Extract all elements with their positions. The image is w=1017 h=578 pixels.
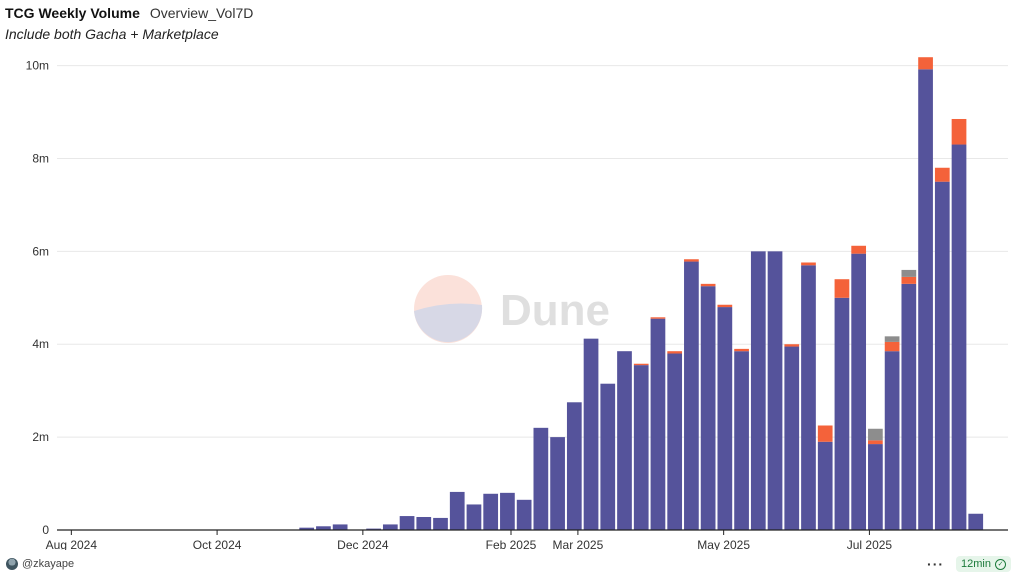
bar-segment-series-2[interactable] [650,317,666,319]
x-tick-label: Oct 2024 [193,538,242,550]
more-options-icon[interactable]: ··· [927,556,945,572]
bar-segment-series-1[interactable] [382,524,398,530]
dune-logo-shade [414,303,483,343]
bar-segment-series-1[interactable] [834,297,850,530]
bar-segment-series-1[interactable] [600,383,616,530]
bar-segment-series-1[interactable] [316,526,331,530]
bar-segment-series-2[interactable] [934,167,950,182]
bar-segment-series-1[interactable] [650,318,666,530]
y-tick-label: 0 [42,523,49,537]
bar-segment-series-1[interactable] [516,499,532,530]
bar-segment-series-1[interactable] [399,516,415,530]
chart-title: TCG Weekly Volume [5,5,140,21]
bar-segment-series-1[interactable] [416,516,432,530]
bar-segment-series-1[interactable] [750,251,766,530]
bar-segment-series-1[interactable] [550,437,565,530]
bar-segment-series-1[interactable] [817,441,833,530]
bar-segment-series-2[interactable] [868,440,883,445]
bar-segment-series-2[interactable] [901,276,917,284]
bar-chart: Dune 0 2m 4m 6m 8m 10m Aug 2024 Oct 2024 Dec 202… [26,57,1008,550]
bar-segment-series-2[interactable] [717,304,733,308]
bar-segment-series-3[interactable] [901,269,917,277]
chart-subtitle: Include both Gacha + Marketplace [5,26,219,42]
bar-segment-series-2[interactable] [700,283,716,287]
bar-segment-series-2[interactable] [817,425,833,442]
bar-segment-series-1[interactable] [466,504,482,530]
bar-segment-series-1[interactable] [934,181,950,531]
bar-segment-series-1[interactable] [801,265,816,530]
bar-segment-series-1[interactable] [918,69,933,531]
bar-segment-series-2[interactable] [633,363,649,366]
y-tick-label: 8m [32,151,49,165]
bar-segment-series-2[interactable] [834,279,850,298]
bar-segment-series-1[interactable] [566,402,582,530]
y-tick-label: 10m [26,59,49,73]
footer: @zkayape ··· 12min ✓ [0,550,1017,578]
bar-segment-series-1[interactable] [500,492,515,530]
author[interactable]: @zkayape [6,558,74,570]
x-tick-label: Mar 2025 [553,538,604,550]
bar-segment-series-2[interactable] [884,341,900,352]
bar-segment-series-1[interactable] [884,351,900,530]
x-tick-label: Jul 2025 [847,538,893,550]
bar-segment-series-3[interactable] [868,428,883,441]
bar-segment-series-1[interactable] [633,365,649,530]
bar-segment-series-2[interactable] [851,245,867,254]
bar-segment-series-1[interactable] [449,491,465,530]
bar-segment-series-2[interactable] [918,57,933,70]
author-name[interactable]: @zkayape [22,558,75,570]
bar-segment-series-1[interactable] [332,524,348,530]
dune-watermark: Dune [414,275,610,343]
bar-segment-series-2[interactable] [784,344,800,347]
bar-segment-series-1[interactable] [968,513,984,530]
bar-segment-series-1[interactable] [617,351,632,530]
dune-watermark-text: Dune [500,286,610,335]
y-tick-label: 4m [32,337,49,351]
bar-segment-series-1[interactable] [299,527,315,530]
bar-segment-series-2[interactable] [667,351,683,354]
bar-segment-series-1[interactable] [684,261,699,530]
bar-segment-series-1[interactable] [784,346,800,530]
bar-segment-series-2[interactable] [684,259,699,262]
bar-segment-series-1[interactable] [667,353,683,530]
bar-segment-series-1[interactable] [868,444,883,530]
bar-segment-series-1[interactable] [851,253,867,530]
check-circle-icon: ✓ [995,558,1006,570]
x-tick-label: Dec 2024 [337,538,389,550]
chart-header: TCG Weekly Volume Overview_Vol7D Include… [5,5,253,42]
bar-segment-series-1[interactable] [700,286,716,530]
bar-segment-series-1[interactable] [734,351,749,530]
query-name[interactable]: Overview_Vol7D [149,5,254,21]
x-tick-label: Aug 2024 [46,538,98,550]
bar-segment-series-1[interactable] [483,493,499,530]
avatar [6,558,18,570]
bar-segment-series-1[interactable] [901,283,917,530]
freshness-label: 12min [961,558,991,570]
bar-segment-series-1[interactable] [767,251,783,530]
bar-segment-series-1[interactable] [433,517,448,530]
bar-segment-series-3[interactable] [884,336,900,342]
x-tick-label: Feb 2025 [486,538,537,550]
bar-segment-series-2[interactable] [801,262,816,266]
bar-segment-series-1[interactable] [533,427,549,530]
x-tick-label: May 2025 [697,538,750,550]
bar-segment-series-2[interactable] [734,348,749,352]
bar-segment-series-1[interactable] [951,144,967,530]
y-tick-label: 6m [32,244,49,258]
bar-segment-series-1[interactable] [366,528,381,530]
bar-segment-series-2[interactable] [951,118,967,145]
y-tick-label: 2m [32,430,49,444]
bar-segment-series-1[interactable] [583,338,599,530]
bar-segment-series-1[interactable] [717,307,733,530]
freshness-badge: 12min ✓ [956,556,1011,572]
